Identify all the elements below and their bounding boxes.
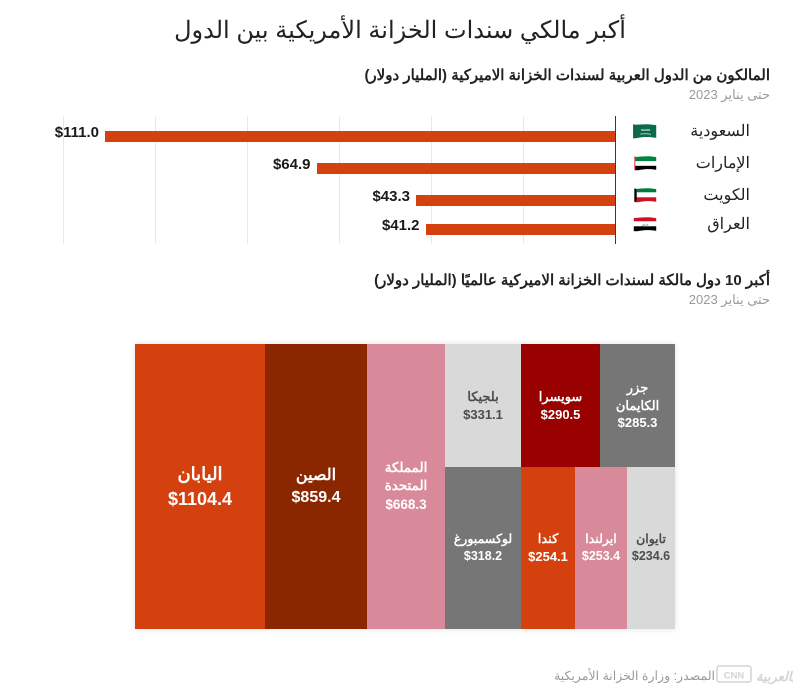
svg-text:الله اكبر: الله اكبر xyxy=(641,223,649,226)
svg-text:SAUDI: SAUDI xyxy=(641,128,650,132)
svg-text:CNN: CNN xyxy=(724,670,745,681)
svg-text:بالعربية: بالعربية xyxy=(756,669,793,685)
